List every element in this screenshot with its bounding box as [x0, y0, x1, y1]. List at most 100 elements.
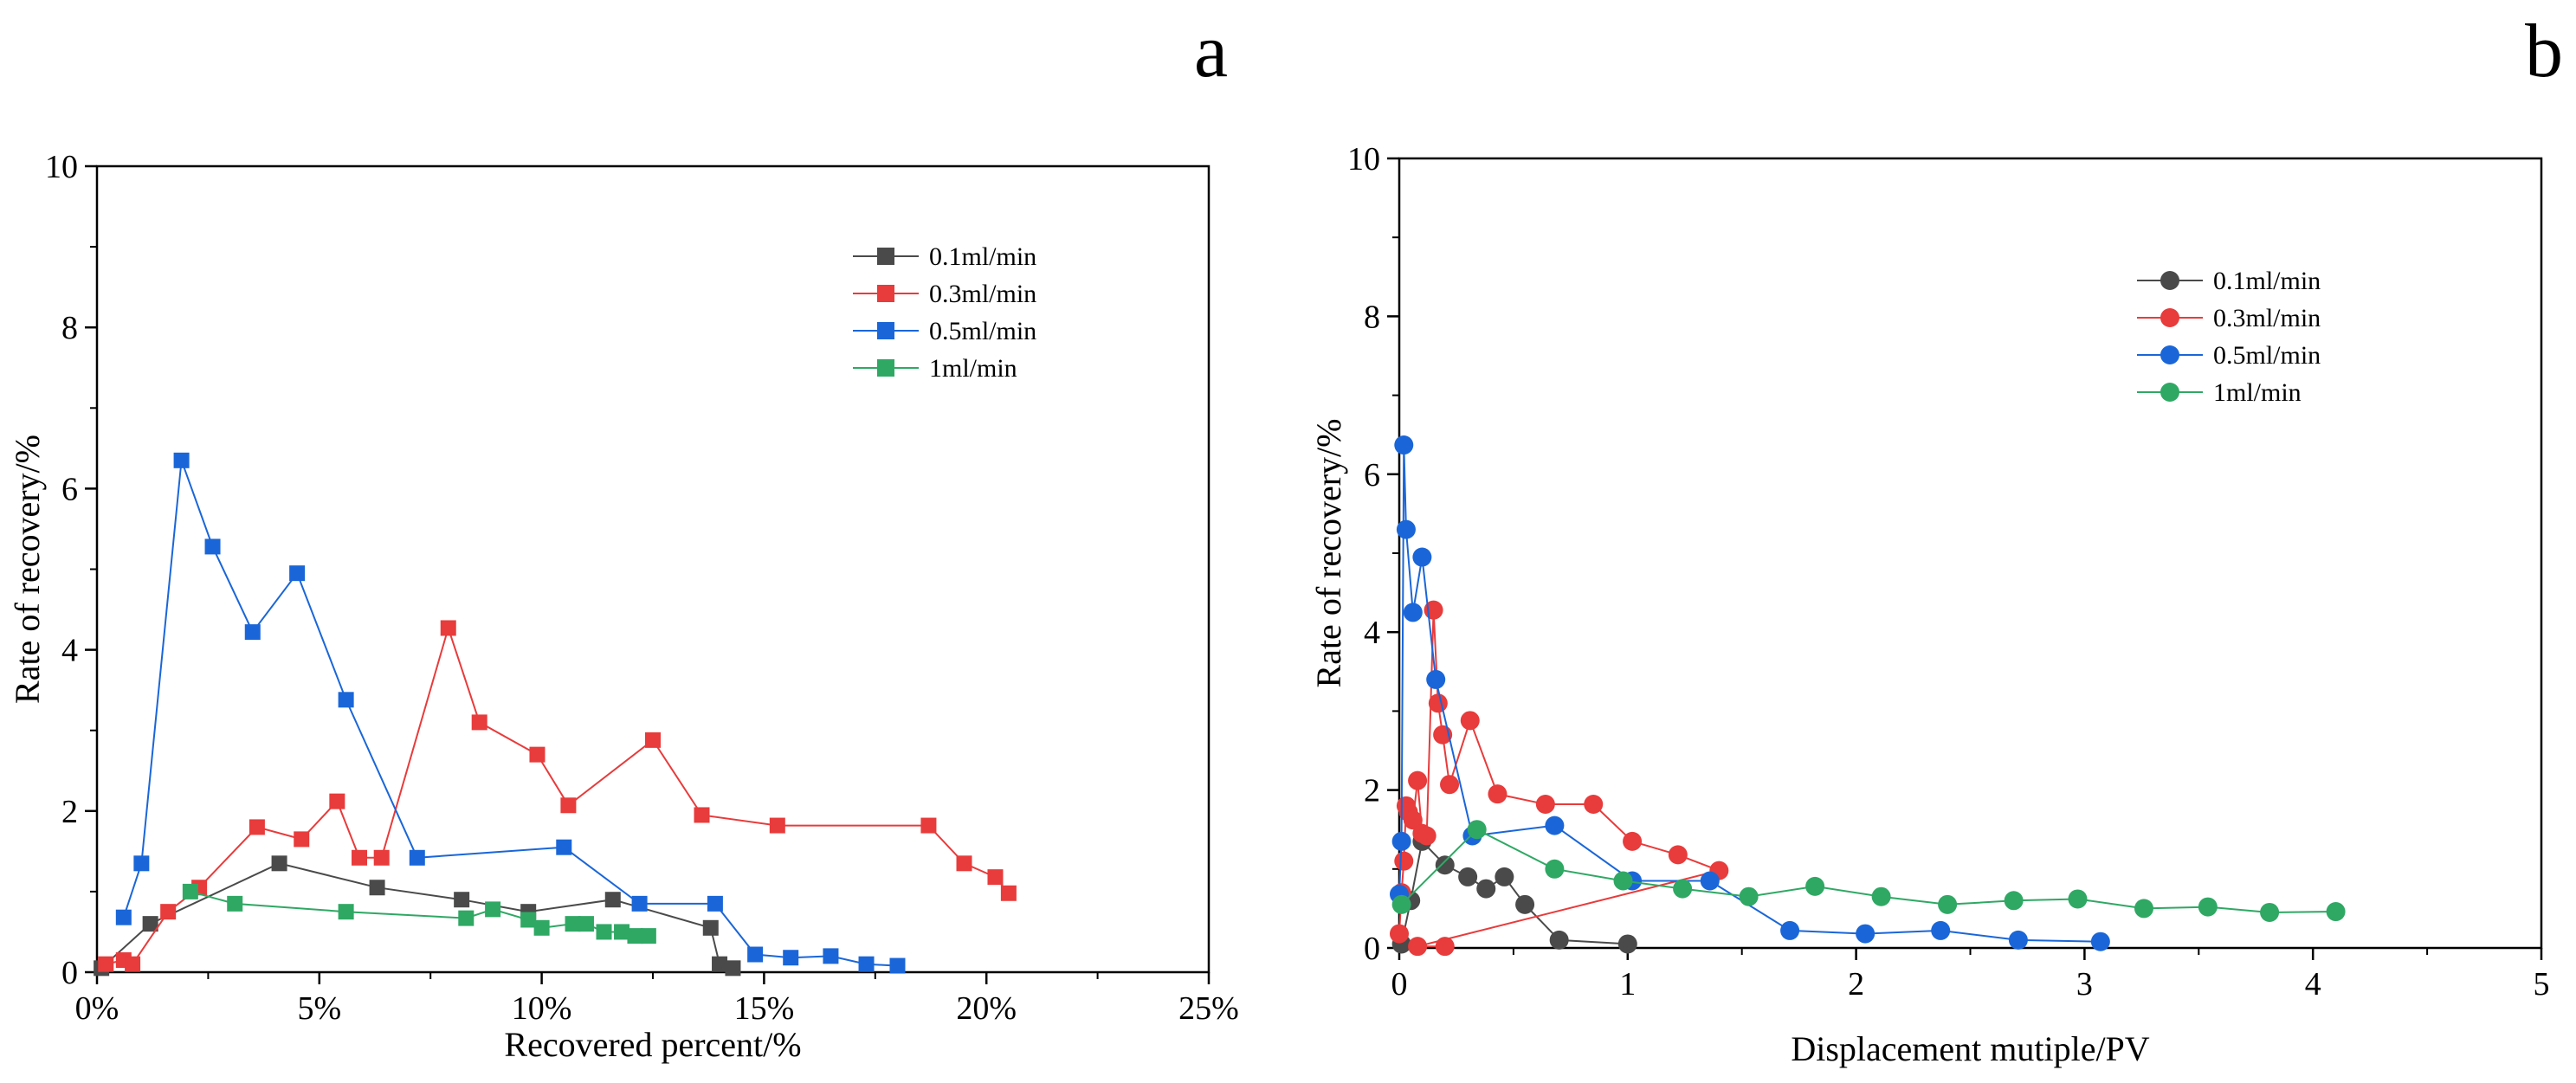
data-point-circle [1391, 831, 1411, 851]
data-point-square [533, 919, 550, 936]
data-point-square [338, 692, 354, 708]
data-point-square [338, 904, 354, 920]
data-point-circle [1495, 867, 1514, 886]
y-tick-label: 10 [1347, 141, 1380, 177]
data-point-square [783, 950, 799, 966]
data-point-circle [1617, 934, 1637, 954]
x-tick-label: 20% [956, 990, 1017, 1027]
data-point-square [471, 714, 487, 731]
x-tick-label: 15% [734, 990, 795, 1027]
data-point-square [204, 538, 221, 555]
data-point-square [142, 916, 158, 932]
x-tick-label: 0% [75, 990, 119, 1027]
data-point-square [454, 892, 470, 908]
data-point-circle [1412, 547, 1432, 567]
data-point-circle [1488, 784, 1508, 804]
data-point-circle [1403, 810, 1423, 830]
data-point-circle [2198, 897, 2218, 917]
data-point-square [987, 869, 1004, 886]
data-point-circle [1476, 879, 1496, 899]
data-point-circle [2260, 902, 2280, 922]
data-point-square [578, 916, 594, 932]
y-tick-label: 2 [61, 794, 78, 830]
x-tick-label: 5% [297, 990, 341, 1027]
data-point-circle [1700, 871, 1720, 891]
legend-marker-square [877, 322, 894, 339]
y-tick-label: 0 [1364, 931, 1380, 967]
data-point-square [440, 620, 456, 636]
data-point-square [694, 807, 710, 823]
data-point-square [707, 895, 723, 912]
data-point-square [702, 919, 719, 936]
data-point-square [596, 924, 612, 940]
data-point-square [725, 960, 741, 977]
series-line-0.5ml/min [1398, 445, 2101, 943]
y-tick-label: 0 [61, 955, 78, 991]
legend-label: 0.5ml/min [929, 317, 1036, 345]
data-point-square [769, 817, 785, 834]
data-point-square [560, 797, 577, 814]
legend-marker-circle [2160, 271, 2179, 290]
x-tick-label: 4 [2305, 966, 2321, 1002]
data-point-circle [1856, 924, 1876, 944]
data-point-circle [1467, 820, 1487, 840]
x-tick-label: 10% [512, 990, 572, 1027]
data-point-square [133, 855, 150, 872]
legend-label: 0.1ml/min [929, 242, 1036, 271]
data-point-square [529, 746, 546, 763]
data-point-circle [1394, 851, 1414, 871]
legend-label: 1ml/min [2213, 378, 2302, 407]
data-point-circle [1408, 937, 1428, 957]
data-point-circle [1549, 930, 1569, 950]
data-point-square [115, 909, 132, 925]
data-point-circle [2068, 889, 2088, 909]
y-tick-label: 10 [45, 149, 78, 185]
data-point-square [631, 895, 648, 912]
data-point-square [956, 855, 972, 872]
data-point-circle [2134, 899, 2153, 919]
chart-panel-a: a 0% 5% 10% 15% 20% 25% 0 2 4 6 8 10 Recovered percen… [8, 10, 1239, 1064]
data-point-circle [1426, 669, 1446, 689]
data-point-square [627, 928, 643, 944]
data-point-circle [1403, 603, 1423, 622]
data-point-circle [1435, 855, 1455, 875]
data-point-square [640, 928, 656, 944]
x-tick-label: 3 [2076, 966, 2093, 1002]
data-point-circle [1535, 795, 1555, 815]
data-point-circle [1391, 894, 1411, 914]
data-point-square [329, 793, 345, 809]
y-axis-title: Rate of recovery/% [8, 435, 47, 704]
y-tick-label: 8 [1364, 299, 1380, 335]
y-axis-title: Rate of recovery/% [1309, 419, 1348, 688]
data-point-circle [1428, 693, 1448, 713]
data-point-square [125, 956, 141, 972]
data-point-circle [1545, 859, 1565, 879]
y-tick-label: 8 [61, 310, 78, 346]
data-point-circle [1515, 894, 1535, 914]
y-tick-label: 6 [1364, 457, 1380, 493]
data-point-circle [1673, 879, 1693, 899]
legend-marker-square [877, 285, 894, 302]
data-point-circle [1584, 795, 1604, 815]
data-point-square [858, 956, 875, 972]
data-point-square [369, 880, 385, 896]
data-point-circle [1931, 920, 1951, 940]
data-point-circle [1460, 711, 1480, 731]
data-point-square [645, 732, 661, 748]
data-point-square [889, 957, 906, 974]
data-point-circle [1668, 845, 1688, 865]
y-tick-label: 4 [1364, 615, 1380, 651]
data-point-square [373, 849, 390, 866]
data-point-square [458, 910, 475, 926]
data-point-square [249, 819, 265, 835]
data-point-square [244, 624, 261, 641]
data-point-square [409, 849, 425, 866]
x-axis-title: Displacement mutiple/PV [1791, 1029, 2149, 1068]
legend-marker-circle [2160, 383, 2179, 402]
data-point-square [747, 946, 764, 963]
data-point-square [556, 839, 572, 855]
data-point-circle [2004, 891, 2024, 911]
x-tick-label: 5 [2534, 966, 2550, 1002]
data-point-square [823, 948, 839, 964]
data-point-square [173, 452, 190, 468]
